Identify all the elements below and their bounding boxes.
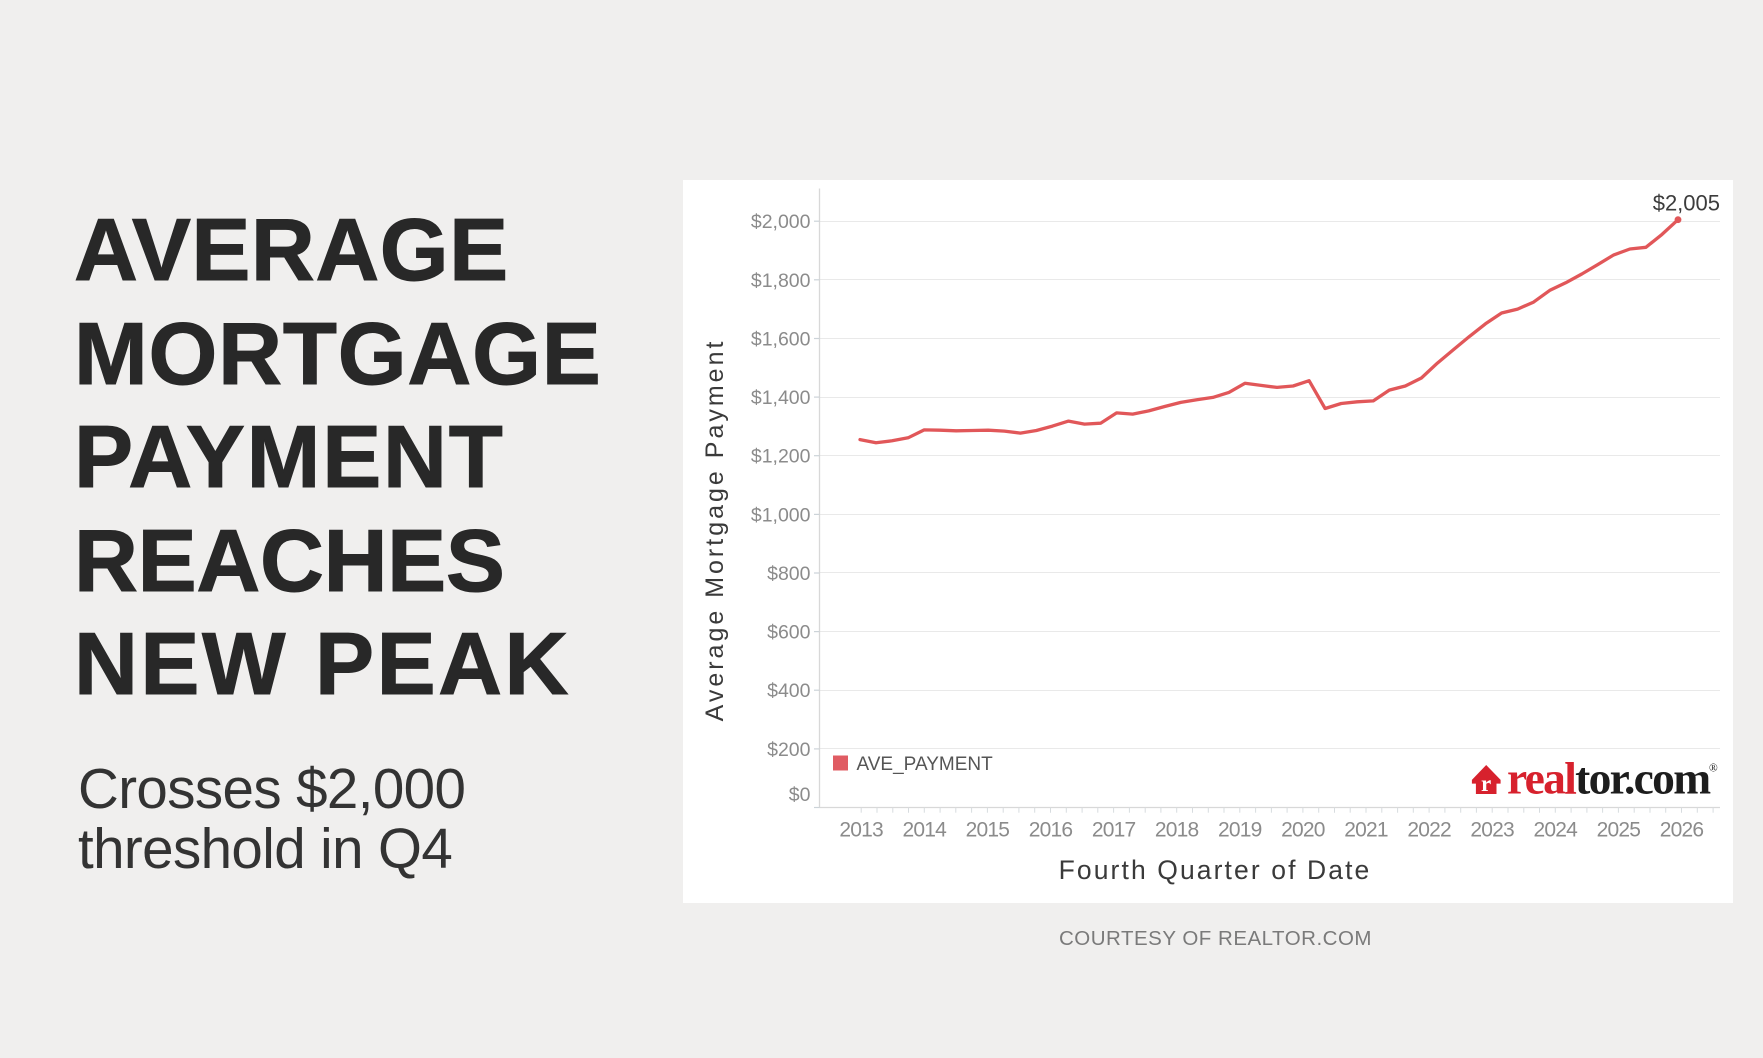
svg-text:$1,600: $1,600 [751, 329, 811, 351]
svg-text:$600: $600 [767, 622, 811, 644]
svg-text:AVE_PAYMENT: AVE_PAYMENT [857, 754, 994, 775]
svg-text:Fourth Quarter of Date: Fourth Quarter of Date [1059, 855, 1372, 885]
svg-text:2015: 2015 [966, 819, 1010, 842]
svg-text:$400: $400 [767, 680, 811, 702]
svg-text:2019: 2019 [1218, 819, 1262, 842]
svg-text:$1,400: $1,400 [751, 387, 811, 409]
svg-text:$2,005: $2,005 [1653, 191, 1720, 216]
svg-text:$1,800: $1,800 [751, 270, 811, 292]
svg-text:Average Mortgage Payment: Average Mortgage Payment [701, 339, 729, 722]
svg-text:2023: 2023 [1470, 819, 1514, 842]
svg-text:2014: 2014 [903, 819, 948, 842]
svg-text:2021: 2021 [1344, 819, 1388, 842]
svg-text:realtor.com: realtor.com [1507, 753, 1711, 804]
svg-text:2017: 2017 [1092, 819, 1136, 842]
svg-text:2013: 2013 [839, 819, 883, 842]
svg-text:2016: 2016 [1029, 819, 1073, 842]
svg-text:$200: $200 [767, 739, 811, 761]
svg-text:$800: $800 [767, 563, 811, 585]
svg-text:2025: 2025 [1597, 819, 1641, 842]
svg-text:$1,200: $1,200 [751, 446, 811, 468]
svg-text:2018: 2018 [1155, 819, 1199, 842]
svg-text:r: r [1481, 771, 1491, 796]
svg-text:$1,000: $1,000 [751, 504, 811, 526]
svg-text:$0: $0 [789, 784, 811, 806]
svg-text:2022: 2022 [1407, 819, 1451, 842]
svg-text:®: ® [1709, 763, 1718, 775]
svg-text:2020: 2020 [1281, 819, 1325, 842]
svg-text:2026: 2026 [1660, 819, 1704, 842]
svg-text:$2,000: $2,000 [751, 211, 811, 233]
svg-text:2024: 2024 [1534, 819, 1579, 842]
